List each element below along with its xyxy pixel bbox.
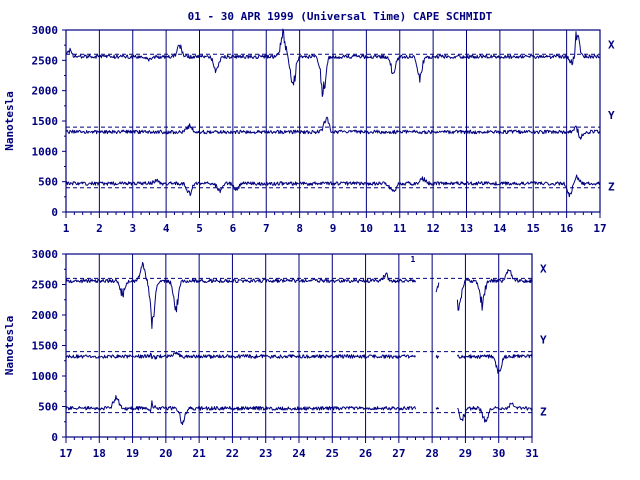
chart-title: 01 - 30 APR 1999 (Universal Time) CAPE S…: [188, 10, 493, 23]
y-tick-label: 500: [38, 176, 58, 189]
series-z-line: [65, 395, 533, 426]
x-tick-label: 26: [359, 447, 373, 460]
x-tick-label: 22: [226, 447, 239, 460]
panel-top: 1 2 3 4 5 6 7 8 9 10 11 12 13 14 15 16 17050010001500200…: [3, 24, 615, 235]
x-tick-label: 25: [326, 447, 339, 460]
y-tick-label: 2000: [32, 309, 59, 322]
x-tick-label: 19: [126, 447, 139, 460]
x-tick-label: 20: [159, 447, 172, 460]
x-tick-label: 14: [493, 222, 507, 235]
x-tick-label: 21: [193, 447, 207, 460]
x-tick-label: 24: [292, 447, 306, 460]
x-tick-label: 5: [196, 222, 203, 235]
annotation-marker: 1: [411, 255, 416, 264]
x-tick-label: 17: [593, 222, 606, 235]
y-tick-label: 1500: [32, 115, 59, 128]
x-tick-label: 13: [460, 222, 473, 235]
x-tick-label: 11: [393, 222, 407, 235]
y-axis-label: Nanotesla: [3, 91, 16, 151]
panel-bottom: 17 18 19 20 21 22 23 24 25 26 27 28 29 30 31 0 500 1000 15…: [3, 248, 547, 460]
y-tick-label: 1000: [32, 145, 59, 158]
x-tick-label: 17: [59, 447, 72, 460]
y-tick-label: 1500: [32, 340, 59, 353]
x-tick-label: 8: [296, 222, 303, 235]
series-y-line: [65, 116, 601, 140]
x-tick-label: 9: [330, 222, 337, 235]
y-tick-label: 0: [51, 206, 58, 219]
x-tick-label: 4: [163, 222, 170, 235]
y-tick-label: 3000: [32, 24, 59, 37]
x-tick-label: 10: [360, 222, 373, 235]
x-tick-label: 28: [426, 447, 439, 460]
x-tick-label: 29: [459, 447, 472, 460]
x-tick-label: 1: [63, 222, 70, 235]
y-tick-label: 2500: [32, 54, 59, 67]
y-tick-label: 0: [51, 431, 58, 444]
x-tick-label: 18: [93, 447, 106, 460]
x-tick-label: 16: [560, 222, 574, 235]
y-axis-label: Nanotesla: [3, 316, 16, 376]
x-tick-label: 3: [129, 222, 136, 235]
component-label-y: Y: [540, 334, 547, 347]
series-z-line: [65, 174, 601, 198]
y-tick-label: 2000: [32, 85, 59, 98]
component-label-y: Y: [608, 109, 615, 122]
x-tick-label: 30: [492, 447, 505, 460]
y-tick-label: 3000: [32, 248, 59, 261]
x-tick-label: 7: [263, 222, 270, 235]
x-tick-label: 2: [96, 222, 103, 235]
x-tick-label: 27: [392, 447, 405, 460]
component-label-z: Z: [608, 181, 615, 194]
x-tick-label: 31: [525, 447, 539, 460]
y-tick-label: 2500: [32, 279, 59, 292]
y-tick-label: 1000: [32, 370, 59, 383]
x-tick-label: 12: [427, 222, 440, 235]
x-tick-label: 23: [259, 447, 272, 460]
series-y-line: [65, 351, 533, 374]
series-x-line: [65, 28, 601, 97]
component-label-z: Z: [540, 406, 547, 419]
component-label-x: X: [540, 262, 547, 275]
y-tick-label: 500: [38, 401, 58, 414]
series-x-line: [65, 261, 533, 329]
x-tick-label: 6: [230, 222, 237, 235]
component-label-x: X: [608, 38, 615, 51]
x-tick-label: 15: [527, 222, 540, 235]
